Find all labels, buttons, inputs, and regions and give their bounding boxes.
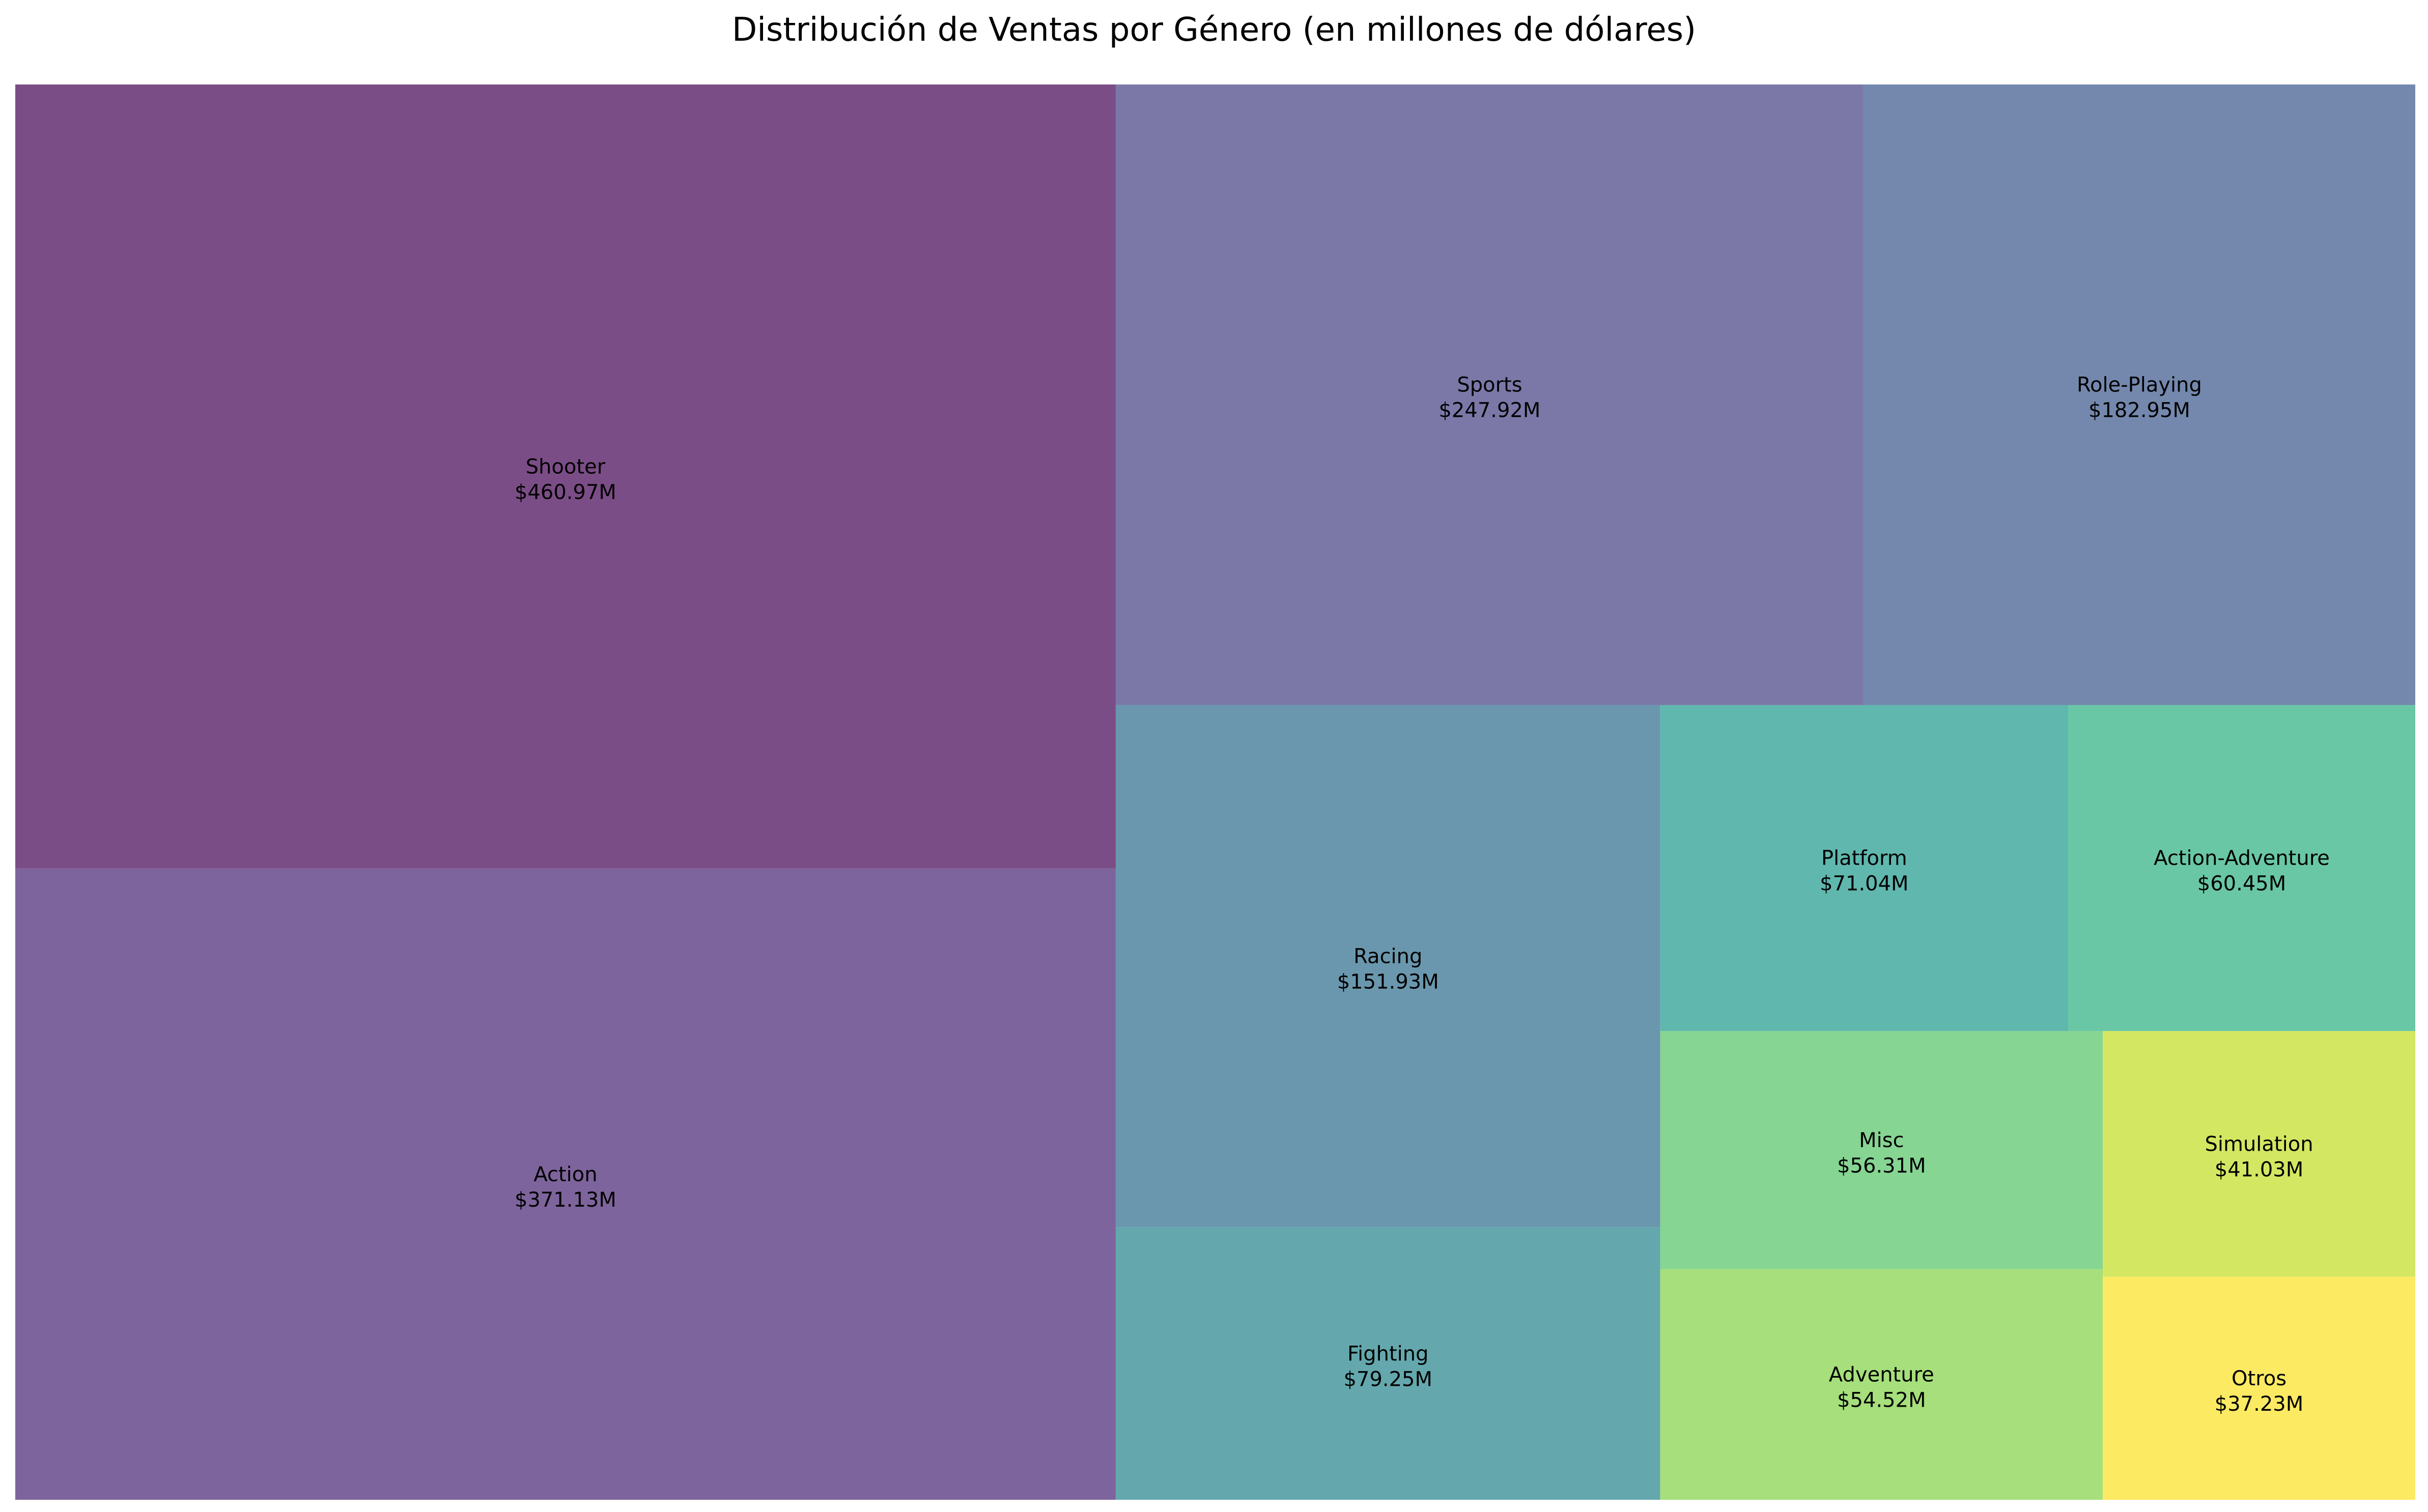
tile-value-fighting: $79.25M (1344, 1367, 1432, 1391)
tile-label-adventure: Adventure (1829, 1363, 1934, 1386)
tile-label-action-adventure: Action-Adventure (2154, 847, 2330, 870)
tile-misc (1660, 1031, 2103, 1269)
tile-otros (2103, 1276, 2415, 1500)
tile-fighting (1115, 1227, 1660, 1500)
tile-role-playing (1863, 84, 2415, 705)
chart-title: Distribución de Ventas por Género (en mi… (732, 11, 1696, 49)
tile-label-misc: Misc (1859, 1129, 1904, 1152)
tile-label-racing: Racing (1353, 945, 1422, 968)
tile-value-misc: $56.31M (1837, 1154, 1926, 1178)
tile-label-otros: Otros (2232, 1367, 2286, 1390)
tile-value-shooter: $460.97M (515, 480, 616, 504)
tile-simulation (2103, 1031, 2415, 1277)
tile-sports (1115, 84, 1864, 705)
tile-label-simulation: Simulation (2205, 1132, 2313, 1156)
tile-shooter (15, 84, 1116, 869)
tile-label-sports: Sports (1457, 374, 1522, 397)
tile-racing (1115, 705, 1660, 1228)
tile-value-racing: $151.93M (1337, 971, 1439, 994)
tile-action-adventure (2068, 705, 2415, 1031)
tile-adventure (1660, 1269, 2103, 1500)
tile-value-action: $371.13M (515, 1188, 616, 1212)
tile-label-role-playing: Role-Playing (2077, 374, 2202, 397)
tile-value-role-playing: $182.95M (2088, 399, 2190, 422)
tile-value-platform: $71.04M (1820, 872, 1908, 896)
tile-value-sports: $247.92M (1438, 399, 1540, 422)
tile-value-simulation: $41.03M (2215, 1158, 2303, 1181)
tile-value-action-adventure: $60.45M (2197, 872, 2286, 896)
treemap-tiles: Shooter$460.97M Action$371.13M Sports$247.… (15, 84, 2415, 1500)
tile-action (15, 868, 1116, 1500)
tile-label-fighting: Fighting (1347, 1342, 1429, 1365)
tile-value-adventure: $54.52M (1837, 1388, 1926, 1412)
tile-value-otros: $37.23M (2215, 1392, 2303, 1416)
tile-label-platform: Platform (1821, 847, 1907, 870)
tile-label-action: Action (533, 1163, 597, 1186)
tile-platform (1660, 705, 2069, 1031)
tile-label-shooter: Shooter (526, 455, 606, 478)
